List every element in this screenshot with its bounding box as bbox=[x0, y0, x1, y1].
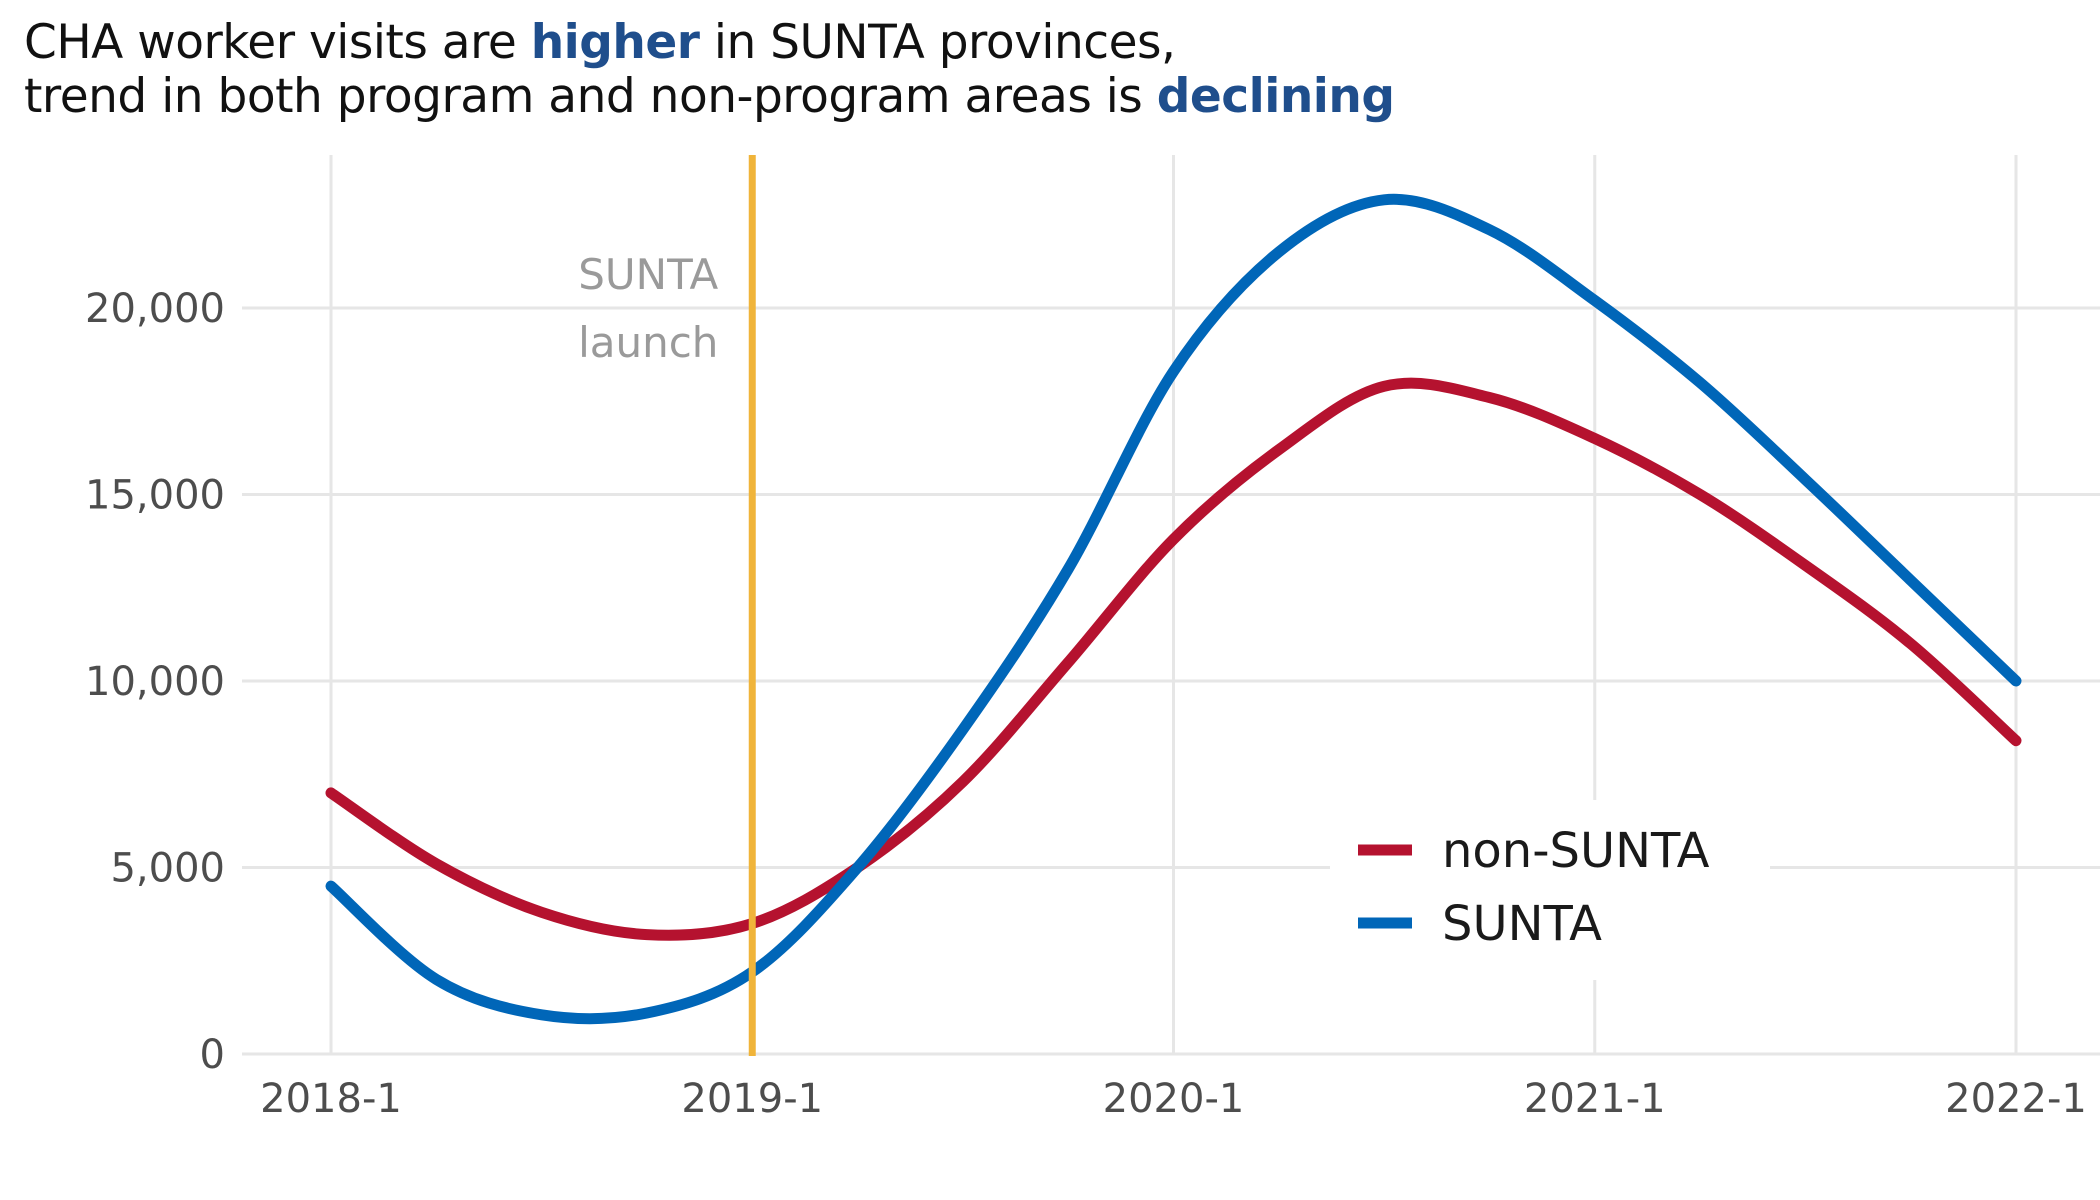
y-tick-label: 15,000 bbox=[85, 473, 225, 519]
x-tick-label: 2019-1 bbox=[681, 1076, 823, 1122]
y-tick-label: 20,000 bbox=[85, 286, 225, 332]
title-line2-part1: trend in both program and non-program ar… bbox=[24, 69, 1157, 124]
launch-annotation-line2: launch bbox=[578, 318, 718, 367]
title-highlight-declining: declining bbox=[1156, 69, 1395, 124]
legend-box bbox=[1330, 800, 1770, 980]
title-highlight-higher: higher bbox=[530, 15, 700, 70]
x-tick-label: 2018-1 bbox=[260, 1076, 402, 1122]
x-tick-label: 2022-1 bbox=[1945, 1076, 2087, 1122]
x-tick-label: 2020-1 bbox=[1103, 1076, 1245, 1122]
title-line1-part1: CHA worker visits are bbox=[24, 15, 531, 70]
legend-label-non-sunta: non-SUNTA bbox=[1442, 823, 1710, 879]
y-tick-label: 0 bbox=[200, 1032, 225, 1078]
series-line-sunta bbox=[325, 193, 2022, 1025]
chart-title: CHA worker visits are higher in SUNTA pr… bbox=[24, 16, 1395, 124]
legend-label-sunta: SUNTA bbox=[1442, 896, 1602, 952]
y-tick-label: 10,000 bbox=[85, 659, 225, 705]
launch-annotation-line1: SUNTA bbox=[578, 250, 718, 299]
title-line1-part3: in SUNTA provinces, bbox=[699, 15, 1176, 70]
x-tick-label: 2021-1 bbox=[1524, 1076, 1666, 1122]
y-tick-label: 5,000 bbox=[110, 846, 225, 892]
series-line-non-sunta bbox=[325, 377, 2022, 941]
